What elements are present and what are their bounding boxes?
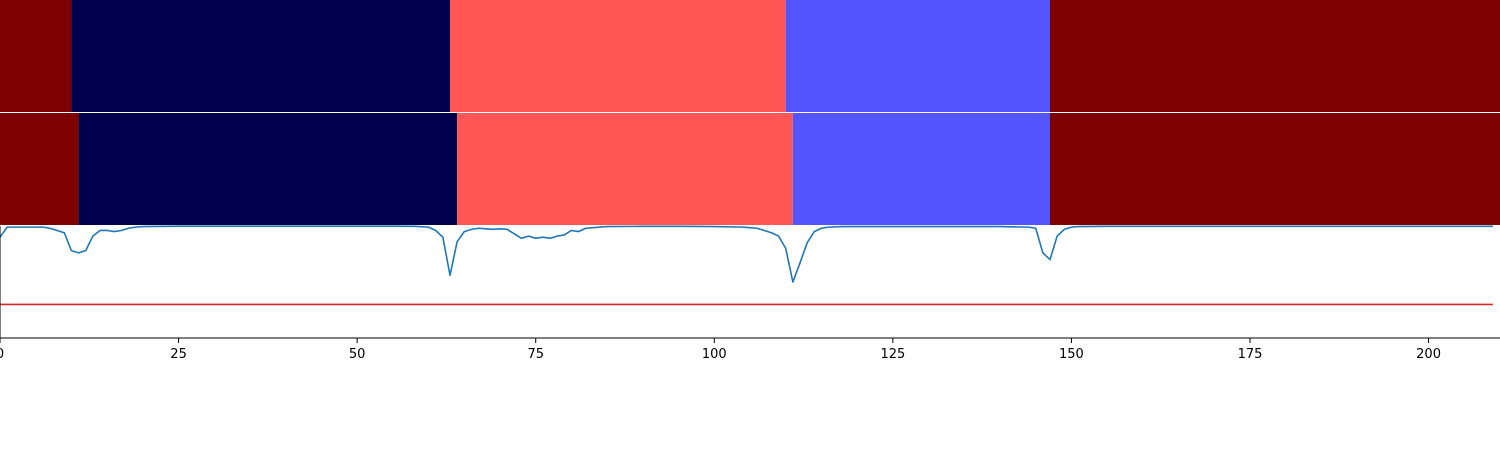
segment-rows <box>0 0 1500 225</box>
x-tick-label-0: 0 <box>0 347 4 362</box>
x-tick-label-25: 25 <box>170 347 187 362</box>
x-tick-label-150: 150 <box>1059 347 1084 362</box>
line-panel-background <box>0 226 1500 338</box>
segment-row-2-bar-5 <box>1050 113 1500 225</box>
segment-row-1-bar-2 <box>71 0 450 112</box>
segment-row-1-bar-4 <box>785 0 1050 112</box>
segment-row-1-bar-5 <box>1050 0 1500 112</box>
segment-row-2-bar-4 <box>792 113 1050 225</box>
x-tick-label-200: 200 <box>1416 347 1441 362</box>
confidence-panel <box>0 225 1500 338</box>
segment-row-2-bar-2 <box>78 113 458 225</box>
x-tick-label-100: 100 <box>702 347 727 362</box>
confidence-line <box>0 225 1493 283</box>
x-tick-label-75: 75 <box>527 347 544 362</box>
segment-row-2-bar-3 <box>457 113 793 225</box>
x-tick-label-125: 125 <box>880 347 905 362</box>
x-axis: 0 25 50 75 100 125 150 175 200 <box>0 337 1500 362</box>
x-tick-label-175: 175 <box>1238 347 1263 362</box>
x-tick-label-50: 50 <box>349 347 366 362</box>
segment-row-1-bar-1 <box>0 0 72 112</box>
segment-row-1-bar-3 <box>450 0 786 112</box>
segment-row-2-bar-1 <box>0 113 79 225</box>
